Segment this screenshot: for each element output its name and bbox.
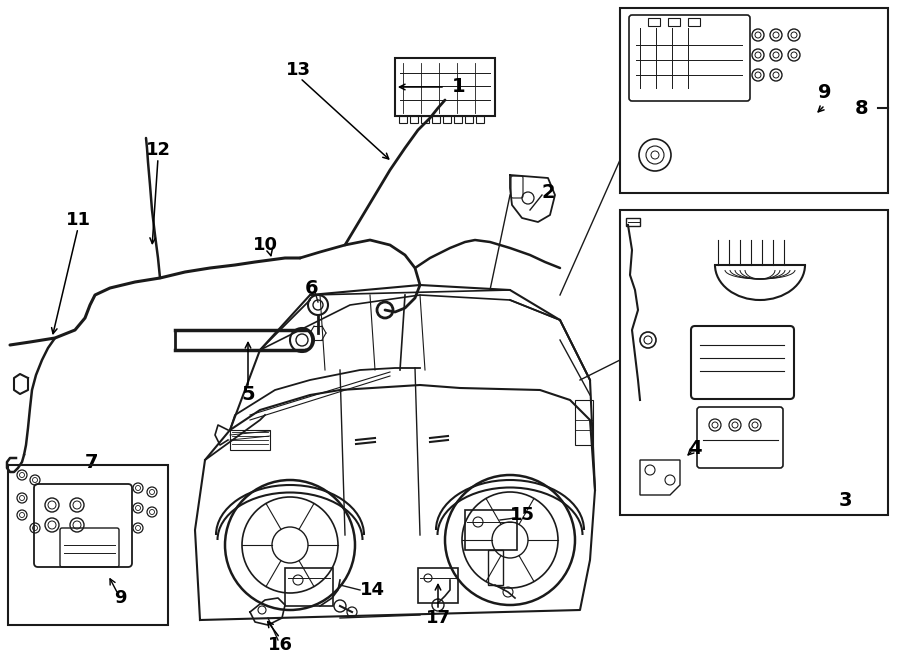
Text: 13: 13 <box>285 61 310 79</box>
Text: 10: 10 <box>253 236 277 254</box>
Bar <box>620 210 888 515</box>
Bar <box>395 58 495 116</box>
Bar <box>443 116 451 123</box>
Text: 7: 7 <box>86 453 99 471</box>
Text: 15: 15 <box>510 506 535 524</box>
Text: 1: 1 <box>452 77 465 97</box>
Text: 8: 8 <box>855 98 868 118</box>
Bar <box>230 430 270 450</box>
Bar <box>626 218 640 226</box>
Bar <box>418 568 458 603</box>
Text: 11: 11 <box>66 211 91 229</box>
Bar <box>421 116 429 123</box>
Bar <box>399 116 407 123</box>
Bar <box>454 116 462 123</box>
Text: 6: 6 <box>305 278 319 297</box>
Bar <box>410 116 418 123</box>
Bar <box>620 8 888 193</box>
Bar <box>575 400 593 445</box>
Text: 16: 16 <box>267 636 293 654</box>
Text: 4: 4 <box>688 438 702 457</box>
Bar <box>668 18 680 26</box>
Bar <box>8 465 168 625</box>
Text: 12: 12 <box>146 141 170 159</box>
Text: 5: 5 <box>241 385 255 405</box>
Bar <box>688 18 700 26</box>
Bar <box>488 550 503 585</box>
Bar <box>648 18 660 26</box>
Text: 9: 9 <box>818 83 832 102</box>
Bar <box>465 510 517 550</box>
Bar <box>465 116 473 123</box>
Bar <box>285 568 333 606</box>
Text: 9: 9 <box>113 589 126 607</box>
Text: 3: 3 <box>838 490 851 510</box>
Bar <box>476 116 484 123</box>
Bar <box>432 116 440 123</box>
Text: 14: 14 <box>359 581 384 599</box>
Text: 2: 2 <box>541 182 554 202</box>
Text: 17: 17 <box>426 609 451 627</box>
